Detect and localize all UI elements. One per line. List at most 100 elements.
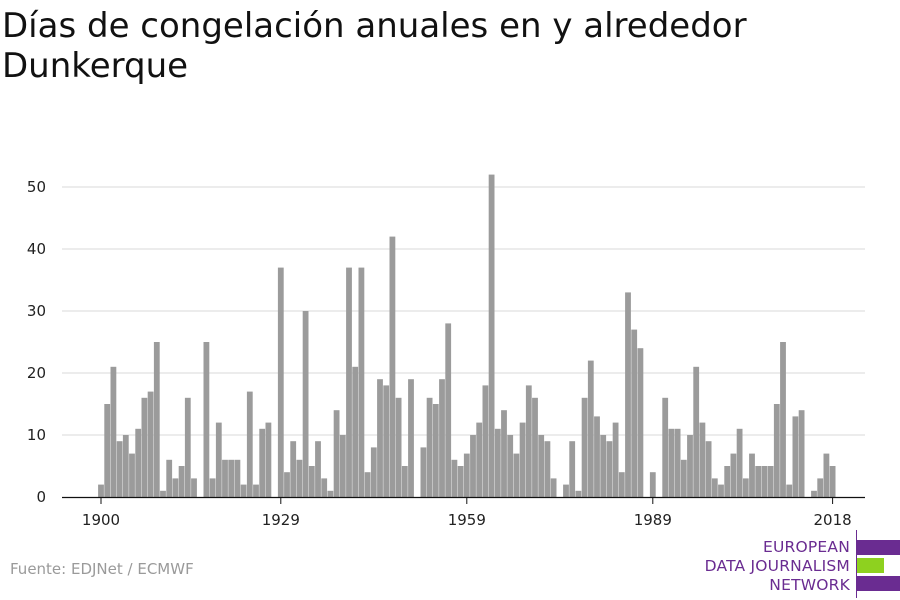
bar-1937[interactable] [327, 490, 334, 497]
bar-1912[interactable] [172, 478, 179, 497]
bar-1979[interactable] [587, 360, 594, 497]
bar-1983[interactable] [612, 422, 619, 497]
bar-1962[interactable] [482, 385, 489, 497]
bar-1964[interactable] [494, 428, 501, 497]
bar-1985[interactable] [625, 292, 631, 497]
bar-1992[interactable] [668, 428, 675, 497]
bar-1977[interactable] [575, 490, 582, 497]
bar-1908[interactable] [147, 391, 154, 497]
edjnet-logo[interactable]: EUROPEAN DATA JOURNALISM NETWORK [700, 528, 900, 600]
bar-1971[interactable] [538, 435, 545, 497]
bar-1927[interactable] [265, 422, 272, 497]
bar-1993[interactable] [674, 428, 681, 497]
bar-2009[interactable] [773, 404, 780, 497]
bar-1914[interactable] [184, 397, 191, 497]
bar-2017[interactable] [823, 453, 830, 497]
bar-1907[interactable] [141, 397, 148, 497]
bar-1939[interactable] [339, 435, 346, 497]
bar-1924[interactable] [246, 391, 253, 497]
bar-1949[interactable] [401, 466, 408, 497]
bar-1982[interactable] [606, 441, 613, 497]
bar-1929[interactable] [277, 267, 284, 497]
bar-1903[interactable] [116, 441, 123, 497]
bar-1991[interactable] [662, 397, 669, 497]
bar-1932[interactable] [296, 459, 303, 497]
bar-1959[interactable] [463, 453, 470, 497]
bar-1980[interactable] [594, 416, 600, 497]
bar-1956[interactable] [445, 323, 452, 497]
bar-1934[interactable] [308, 466, 315, 497]
bar-1936[interactable] [321, 478, 328, 497]
bar-1911[interactable] [166, 459, 173, 497]
bar-2002[interactable] [730, 453, 737, 497]
bar-1941[interactable] [352, 366, 359, 497]
bar-1994[interactable] [680, 459, 687, 497]
bar-1904[interactable] [122, 435, 129, 497]
bar-1981[interactable] [600, 435, 607, 497]
bar-2004[interactable] [742, 478, 749, 497]
bar-1900[interactable] [98, 484, 104, 497]
bar-1972[interactable] [544, 441, 551, 497]
bar-1952[interactable] [420, 447, 427, 497]
bar-1920[interactable] [222, 459, 228, 497]
bar-1931[interactable] [290, 441, 297, 497]
bar-1968[interactable] [519, 422, 526, 497]
bar-1919[interactable] [215, 422, 222, 497]
bar-2006[interactable] [755, 466, 762, 497]
bar-1909[interactable] [153, 342, 160, 497]
bar-1995[interactable] [687, 435, 693, 497]
bar-1973[interactable] [550, 478, 557, 497]
bar-1996[interactable] [693, 366, 700, 497]
bar-1954[interactable] [432, 404, 439, 497]
bar-1998[interactable] [705, 441, 712, 497]
bar-2013[interactable] [798, 410, 805, 497]
bar-1960[interactable] [470, 435, 476, 497]
bar-1918[interactable] [209, 478, 216, 497]
bar-1976[interactable] [569, 441, 576, 497]
bar-1953[interactable] [426, 397, 433, 497]
bar-1942[interactable] [358, 267, 365, 497]
bar-1923[interactable] [240, 484, 247, 497]
bar-1945[interactable] [377, 379, 383, 497]
bar-2015[interactable] [811, 490, 817, 497]
bar-1957[interactable] [451, 459, 458, 497]
bar-1987[interactable] [637, 348, 644, 497]
bar-2018[interactable] [829, 466, 836, 497]
bar-1961[interactable] [476, 422, 483, 497]
bar-1984[interactable] [618, 472, 625, 497]
bar-2011[interactable] [786, 484, 793, 497]
bar-2007[interactable] [761, 466, 768, 497]
bar-1999[interactable] [711, 478, 718, 497]
bar-1946[interactable] [383, 385, 390, 497]
bar-1963[interactable] [488, 174, 495, 497]
bar-1950[interactable] [408, 379, 414, 497]
bar-1917[interactable] [203, 342, 210, 497]
bar-2000[interactable] [718, 484, 724, 497]
bar-1989[interactable] [649, 472, 656, 497]
bar-1966[interactable] [507, 435, 514, 497]
bar-2005[interactable] [749, 453, 755, 497]
bar-1965[interactable] [501, 410, 507, 497]
bar-1997[interactable] [699, 422, 706, 497]
bar-1986[interactable] [631, 329, 638, 497]
bar-1930[interactable] [284, 472, 290, 497]
bar-2001[interactable] [724, 466, 731, 497]
bar-2012[interactable] [792, 416, 799, 497]
bar-1921[interactable] [228, 459, 235, 497]
bar-1955[interactable] [439, 379, 445, 497]
bar-2003[interactable] [736, 428, 743, 497]
bar-1935[interactable] [315, 441, 321, 497]
bar-1905[interactable] [129, 453, 135, 497]
bar-2016[interactable] [817, 478, 824, 497]
bar-2008[interactable] [767, 466, 774, 497]
bar-1915[interactable] [191, 478, 197, 497]
bar-1933[interactable] [302, 311, 309, 497]
bar-1913[interactable] [178, 466, 185, 497]
bar-1910[interactable] [160, 490, 166, 497]
bar-1967[interactable] [513, 453, 520, 497]
bar-1970[interactable] [532, 397, 538, 497]
bar-1969[interactable] [525, 385, 532, 497]
bar-1948[interactable] [395, 397, 402, 497]
bar-1906[interactable] [135, 428, 142, 497]
bar-1902[interactable] [110, 366, 117, 497]
